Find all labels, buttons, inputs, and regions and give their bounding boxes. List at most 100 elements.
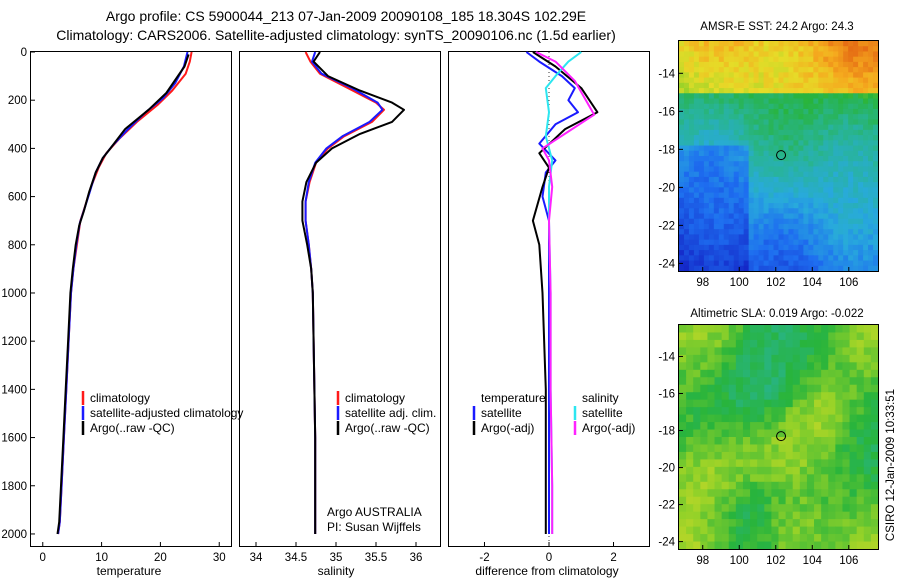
heatmap-cell bbox=[778, 496, 787, 505]
heatmap-cell bbox=[858, 192, 864, 199]
heatmap-cell bbox=[793, 82, 799, 89]
heatmap-cell bbox=[768, 140, 775, 147]
heatmap-cell bbox=[693, 347, 701, 356]
heatmap-cell bbox=[757, 496, 765, 505]
heatmap-cell bbox=[863, 192, 869, 199]
heatmap-cell bbox=[823, 176, 829, 183]
heatmap-cell bbox=[823, 51, 829, 58]
heatmap-cell bbox=[858, 255, 864, 262]
heatmap-cell bbox=[788, 88, 795, 94]
heatmap-cell bbox=[799, 459, 808, 468]
heatmap-cell bbox=[683, 218, 690, 225]
sla-heatmap bbox=[679, 325, 879, 550]
heatmap-cell bbox=[853, 171, 859, 178]
heatmap-cell bbox=[856, 325, 865, 334]
heatmap-cell bbox=[771, 451, 780, 460]
heatmap-cell bbox=[813, 234, 819, 241]
heatmap-cell bbox=[868, 213, 874, 220]
heatmap-cell bbox=[733, 98, 740, 105]
heatmap-cell bbox=[856, 526, 865, 535]
heatmap-cell bbox=[799, 466, 808, 475]
heatmap-cell bbox=[849, 534, 858, 543]
heatmap-cell bbox=[843, 213, 849, 220]
heatmap-cell bbox=[703, 203, 710, 209]
heatmap-cell bbox=[700, 429, 709, 438]
heatmap-cell bbox=[858, 176, 864, 183]
heatmap-cell bbox=[873, 244, 879, 251]
heatmap-cell bbox=[868, 88, 874, 94]
heatmap-cell bbox=[849, 474, 858, 483]
heatmap-cell bbox=[688, 129, 695, 136]
heatmap-cell bbox=[803, 156, 809, 162]
heatmap-cell bbox=[753, 150, 760, 157]
heatmap-cell bbox=[723, 166, 730, 173]
heatmap-cell bbox=[848, 218, 854, 225]
heatmap-cell bbox=[735, 481, 744, 490]
heatmap-cell bbox=[708, 98, 715, 105]
heatmap-cell bbox=[868, 103, 874, 110]
heatmap-cell bbox=[818, 250, 824, 256]
heatmap-cell bbox=[778, 384, 787, 393]
heatmap-cell bbox=[771, 474, 780, 483]
heatmap-cell bbox=[679, 519, 687, 528]
heatmap-cell bbox=[738, 203, 745, 209]
heatmap-cell bbox=[788, 265, 795, 272]
heatmap-cell bbox=[863, 255, 869, 262]
heatmap-cell bbox=[718, 197, 725, 204]
heatmap-cell bbox=[803, 41, 809, 47]
heatmap-cell bbox=[828, 234, 834, 241]
heatmap-cell bbox=[758, 103, 765, 110]
heatmap-cell bbox=[818, 51, 824, 58]
heatmap-cell bbox=[733, 203, 740, 209]
heatmap-cell bbox=[764, 369, 772, 378]
heatmap-cell bbox=[803, 129, 809, 136]
heatmap-cell bbox=[708, 140, 715, 147]
heatmap-cell bbox=[868, 156, 874, 162]
heatmap-cell bbox=[868, 61, 874, 68]
sst-map-frame bbox=[678, 40, 879, 272]
heatmap-cell bbox=[728, 496, 737, 505]
heatmap-cell bbox=[698, 192, 705, 199]
map-y-tick-label-sst-3: -20 bbox=[658, 182, 675, 194]
x-tick-label-temperature-2: 20 bbox=[154, 552, 167, 564]
heatmap-cell bbox=[753, 88, 760, 94]
heatmap-cell bbox=[773, 119, 780, 126]
heatmap-cell bbox=[870, 534, 879, 543]
heatmap-cell bbox=[733, 72, 740, 79]
heatmap-cell bbox=[758, 41, 765, 47]
heatmap-cell bbox=[693, 265, 700, 272]
heatmap-cell bbox=[798, 213, 804, 220]
heatmap-cell bbox=[858, 150, 864, 157]
heatmap-cell bbox=[814, 422, 822, 431]
heatmap-cell bbox=[803, 61, 809, 68]
heatmap-cell bbox=[828, 474, 836, 483]
heatmap-cell bbox=[838, 176, 844, 183]
heatmap-cell bbox=[798, 260, 804, 267]
heatmap-cell bbox=[788, 93, 795, 100]
heatmap-cell bbox=[693, 166, 700, 173]
heatmap-cell bbox=[714, 481, 723, 490]
heatmap-cell bbox=[693, 474, 701, 483]
heatmap-cell bbox=[788, 176, 795, 183]
x-tick-label-salinity-0: 34 bbox=[250, 552, 263, 564]
heatmap-cell bbox=[813, 255, 819, 262]
heatmap-cell bbox=[679, 414, 687, 423]
heatmap-cell bbox=[718, 265, 725, 272]
heatmap-cell bbox=[679, 46, 685, 53]
heatmap-cell bbox=[763, 229, 770, 236]
heatmap-cell bbox=[873, 77, 879, 84]
heatmap-cell bbox=[718, 176, 725, 183]
heatmap-cell bbox=[870, 511, 879, 520]
heatmap-cell bbox=[728, 171, 735, 178]
heatmap-cell bbox=[771, 339, 780, 348]
heatmap-cell bbox=[793, 192, 799, 199]
heatmap-cell bbox=[828, 325, 836, 334]
heatmap-cell bbox=[748, 166, 755, 173]
heatmap-cell bbox=[849, 332, 858, 341]
heatmap-cell bbox=[828, 526, 836, 535]
heatmap-cell bbox=[733, 119, 740, 126]
heatmap-cell bbox=[873, 197, 879, 204]
heatmap-cell bbox=[733, 213, 740, 220]
heatmap-cell bbox=[823, 41, 829, 47]
heatmap-cell bbox=[693, 466, 701, 475]
